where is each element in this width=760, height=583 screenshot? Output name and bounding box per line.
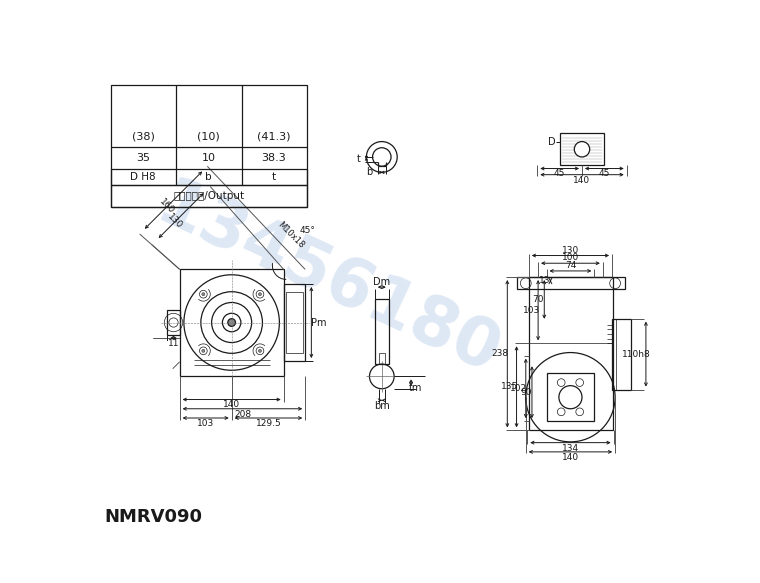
Text: 110h8: 110h8 bbox=[622, 350, 651, 359]
Circle shape bbox=[202, 349, 205, 352]
Text: NMRV090: NMRV090 bbox=[105, 508, 203, 526]
Circle shape bbox=[258, 349, 261, 352]
Text: 129.5: 129.5 bbox=[255, 419, 281, 428]
Bar bbox=[111, 168, 307, 185]
Text: 140: 140 bbox=[574, 175, 591, 185]
Text: 35: 35 bbox=[136, 153, 150, 163]
Text: b: b bbox=[366, 167, 372, 177]
Text: t: t bbox=[272, 172, 276, 182]
Text: 208: 208 bbox=[234, 410, 251, 419]
Text: (41.3): (41.3) bbox=[257, 131, 291, 141]
Bar bbox=[111, 85, 307, 207]
Text: 70: 70 bbox=[532, 295, 544, 304]
Text: 11: 11 bbox=[168, 339, 179, 348]
Text: 13: 13 bbox=[539, 276, 550, 286]
Bar bbox=[111, 185, 307, 207]
Circle shape bbox=[202, 293, 205, 296]
Bar bbox=[612, 319, 632, 389]
Bar bbox=[179, 269, 283, 375]
Text: D: D bbox=[548, 136, 556, 146]
Text: (38): (38) bbox=[131, 131, 154, 141]
Bar bbox=[283, 284, 306, 361]
Circle shape bbox=[575, 142, 590, 157]
Text: Pm: Pm bbox=[312, 318, 327, 328]
Text: 10: 10 bbox=[201, 153, 216, 163]
Text: t: t bbox=[356, 154, 361, 164]
Text: 140: 140 bbox=[223, 401, 240, 409]
Text: 74: 74 bbox=[565, 261, 576, 270]
Bar bbox=[378, 353, 385, 364]
Bar bbox=[559, 133, 604, 166]
Text: 102: 102 bbox=[510, 384, 527, 393]
Text: 45°: 45° bbox=[299, 226, 315, 236]
Text: 45: 45 bbox=[554, 170, 565, 178]
Text: Dm: Dm bbox=[373, 277, 391, 287]
Text: 38.3: 38.3 bbox=[261, 153, 287, 163]
Bar bbox=[517, 277, 625, 289]
Text: 135: 135 bbox=[501, 382, 518, 391]
Text: (10): (10) bbox=[197, 131, 220, 141]
Circle shape bbox=[258, 293, 261, 296]
Text: 130: 130 bbox=[562, 245, 579, 255]
Text: 103: 103 bbox=[197, 419, 214, 428]
Text: 160: 160 bbox=[158, 197, 176, 216]
Text: 238: 238 bbox=[492, 349, 509, 358]
Bar bbox=[375, 298, 388, 364]
Text: M10x18: M10x18 bbox=[276, 220, 306, 250]
Bar bbox=[286, 292, 303, 353]
Text: 140: 140 bbox=[562, 453, 579, 462]
Text: D H8: D H8 bbox=[130, 172, 156, 182]
Text: 130: 130 bbox=[166, 213, 184, 231]
Text: 134: 134 bbox=[562, 444, 579, 452]
Circle shape bbox=[228, 319, 236, 326]
Text: tm: tm bbox=[409, 383, 423, 393]
Text: 45: 45 bbox=[599, 170, 610, 178]
Text: 103: 103 bbox=[523, 305, 540, 315]
Text: b: b bbox=[205, 172, 212, 182]
Bar bbox=[546, 373, 594, 421]
Text: 90: 90 bbox=[520, 388, 531, 396]
Text: bm: bm bbox=[374, 401, 390, 410]
Text: 100: 100 bbox=[562, 254, 579, 262]
Bar bbox=[167, 310, 179, 335]
Bar bbox=[529, 277, 613, 430]
Text: 13456180: 13456180 bbox=[146, 172, 510, 388]
Text: 輸出軸孔徑/Output: 輸出軸孔徑/Output bbox=[173, 191, 245, 201]
